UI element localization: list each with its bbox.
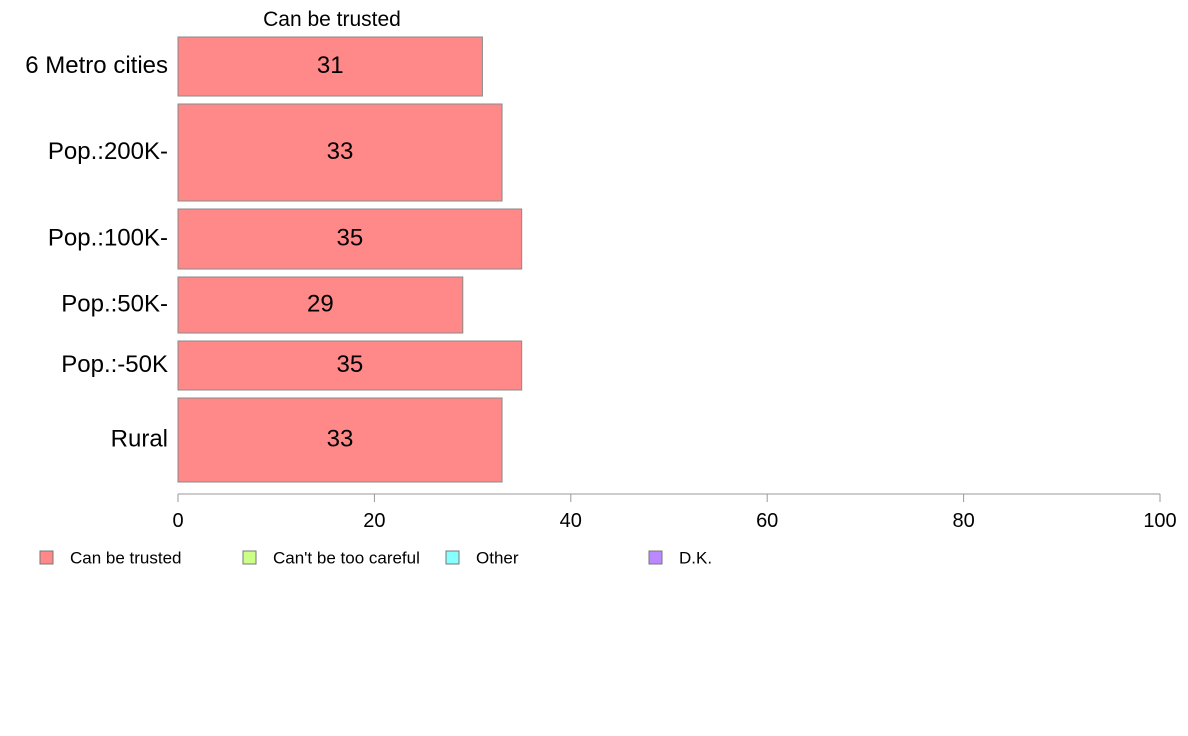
bar-1 — [177, 103, 503, 202]
legend-swatch — [39, 550, 54, 565]
value-labels: 31 33 35 29 35 33 — [307, 52, 363, 453]
legend-swatch — [445, 550, 460, 565]
legend-label: D.K. — [679, 548, 712, 567]
legend-label: Other — [476, 548, 519, 567]
bar-5 — [177, 397, 503, 483]
bar-0 — [177, 36, 483, 97]
bar-2 — [177, 208, 523, 270]
legend-label: Can be trusted — [70, 548, 182, 567]
bar-4 — [177, 340, 523, 391]
data-label: 33 — [327, 138, 354, 165]
data-label: 35 — [336, 351, 363, 378]
data-label: 29 — [307, 290, 334, 317]
legend-swatch — [242, 550, 257, 565]
bars-group — [177, 36, 523, 483]
x-axis-ticks: 0 20 40 60 80 100 — [172, 494, 1177, 532]
category-label: Pop.:50K- — [61, 290, 168, 317]
x-tick-label: 40 — [560, 510, 582, 532]
legend: Can be trusted Can't be too careful Other D… — [39, 548, 712, 567]
x-tick-label: 60 — [756, 510, 778, 532]
x-tick-label: 20 — [363, 510, 385, 532]
x-tick-label: 100 — [1143, 510, 1176, 532]
category-label: Rural — [111, 425, 168, 452]
category-label: Pop.:100K- — [48, 224, 168, 251]
category-label: Pop.:-50K — [61, 351, 168, 378]
legend-swatch — [648, 550, 663, 565]
category-label: 6 Metro cities — [25, 52, 168, 79]
bar-3 — [177, 276, 464, 334]
legend-label: Can't be too careful — [273, 548, 420, 567]
x-tick-label: 0 — [172, 510, 183, 532]
data-label: 31 — [317, 52, 344, 79]
chart-title: Can be trusted — [263, 8, 401, 31]
category-labels: 6 Metro cities Pop.:200K- Pop.:100K- Pop.:5… — [25, 52, 168, 453]
category-label: Pop.:200K- — [48, 138, 168, 165]
x-tick-label: 80 — [952, 510, 974, 532]
data-label: 33 — [327, 425, 354, 452]
data-label: 35 — [336, 224, 363, 251]
